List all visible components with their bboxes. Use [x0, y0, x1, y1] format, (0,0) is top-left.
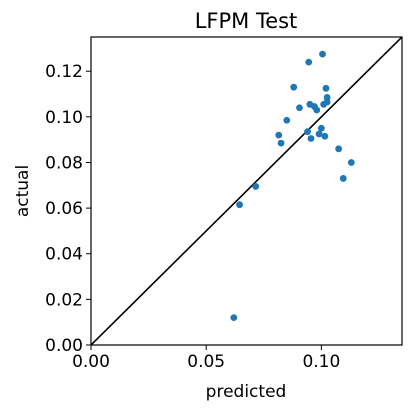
y-tick-label: 0.12: [45, 62, 83, 82]
data-point: [277, 139, 285, 147]
data-point: [321, 132, 329, 140]
data-point: [304, 128, 311, 136]
data-point: [339, 175, 347, 182]
data-point: [347, 159, 355, 166]
data-point: [322, 84, 330, 92]
y-tick-label: 0.10: [45, 108, 83, 128]
data-point: [296, 104, 303, 112]
data-point: [283, 116, 291, 124]
chart-title: LFPM Test: [195, 9, 298, 33]
data-point: [290, 83, 298, 91]
y-tick-label: 0.04: [45, 245, 83, 265]
data-point: [317, 124, 325, 132]
x-axis-label: predicted: [206, 382, 287, 402]
y-tick-label: 0.00: [45, 336, 83, 356]
data-point: [305, 58, 313, 66]
data-point: [315, 130, 323, 138]
data-point: [313, 106, 321, 114]
data-point: [252, 183, 260, 190]
x-tick-label: 0.00: [72, 352, 110, 372]
data-point: [275, 131, 283, 139]
data-point: [335, 145, 343, 153]
y-tick-label: 0.02: [45, 290, 83, 310]
x-tick-label: 0.10: [302, 352, 340, 372]
y-axis-label: actual: [13, 165, 33, 217]
data-point: [323, 98, 331, 106]
plot-area: [91, 37, 402, 345]
data-point: [319, 50, 326, 58]
x-tick-label: 0.05: [187, 352, 225, 372]
data-point: [307, 135, 315, 142]
reference-line: [91, 37, 402, 345]
plot-frame: [90, 36, 403, 346]
data-point: [230, 314, 238, 322]
y-tick-label: 0.06: [45, 199, 83, 219]
axis-ticks: 0.00 0.05 0.10 0.00 0.02 0.04 0.06 0.08 0.10 0.12: [45, 62, 340, 372]
data-point: [236, 201, 243, 209]
y-tick-label: 0.08: [45, 153, 83, 173]
